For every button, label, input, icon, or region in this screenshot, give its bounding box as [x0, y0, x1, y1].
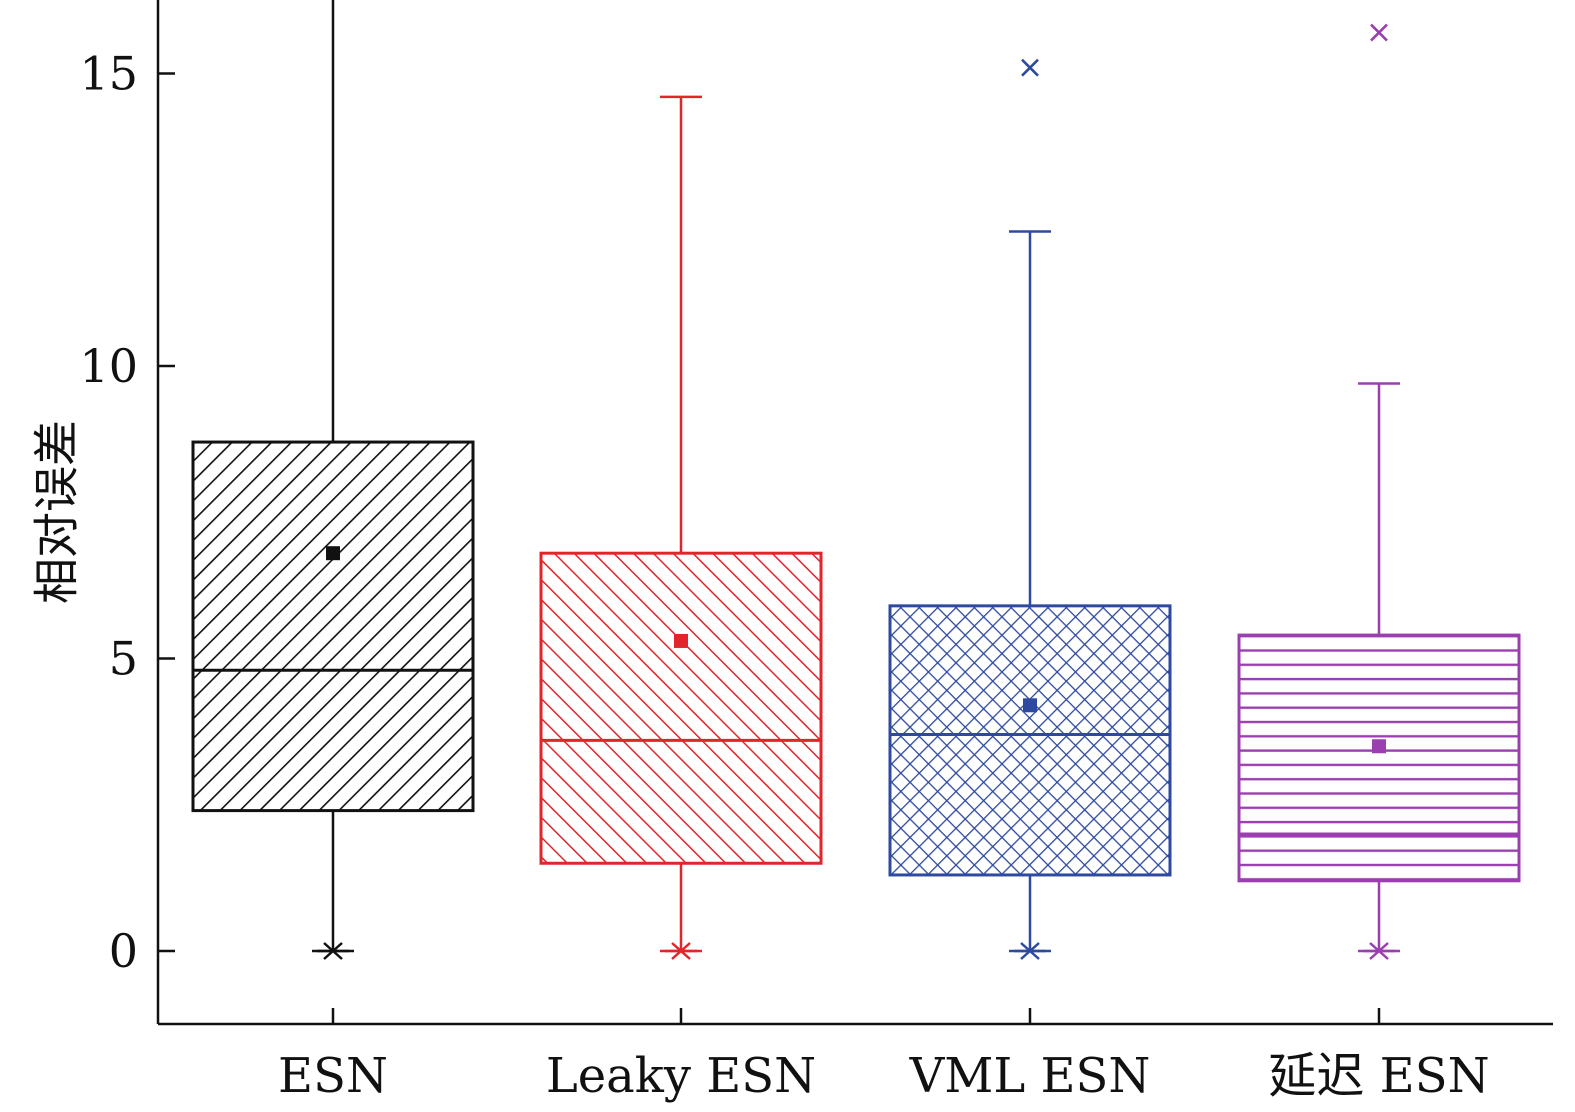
y-tick-label: 15 [79, 47, 138, 101]
mean-marker [1372, 739, 1386, 754]
y-tick-label: 10 [79, 339, 138, 393]
plot-area [191, 0, 1521, 960]
mean-marker [1023, 698, 1037, 713]
p99-marker [1370, 23, 1388, 42]
p1-marker [1014, 942, 1046, 960]
p99-marker [1021, 58, 1039, 77]
box-group [888, 58, 1172, 960]
x-tick-label: ESN [278, 1048, 388, 1104]
box-group [539, 95, 823, 960]
mean-marker [326, 546, 340, 561]
p1-marker [317, 942, 349, 960]
box-group [191, 0, 475, 960]
x-tick-label: Leaky ESN [546, 1048, 816, 1104]
y-axis-title: 相对误差 [30, 420, 84, 604]
box-body [191, 440, 475, 813]
y-axis-ticks: 051015202530 [79, 47, 175, 978]
mean-marker [674, 633, 688, 648]
box-body [888, 604, 1172, 877]
p1-marker [665, 942, 697, 960]
box-body [1237, 633, 1521, 883]
box-body [539, 551, 823, 865]
y-tick-label: 0 [109, 924, 138, 978]
x-axis-ticks: ESN Leaky ESN VML ESN 延迟 ESN [278, 1008, 1490, 1104]
x-tick-label: VML ESN [909, 1048, 1151, 1104]
box-group [1237, 23, 1521, 960]
p1-marker [1363, 942, 1395, 960]
x-tick-label: 延迟 ESN [1268, 1048, 1489, 1104]
y-tick-label: 5 [109, 632, 138, 686]
